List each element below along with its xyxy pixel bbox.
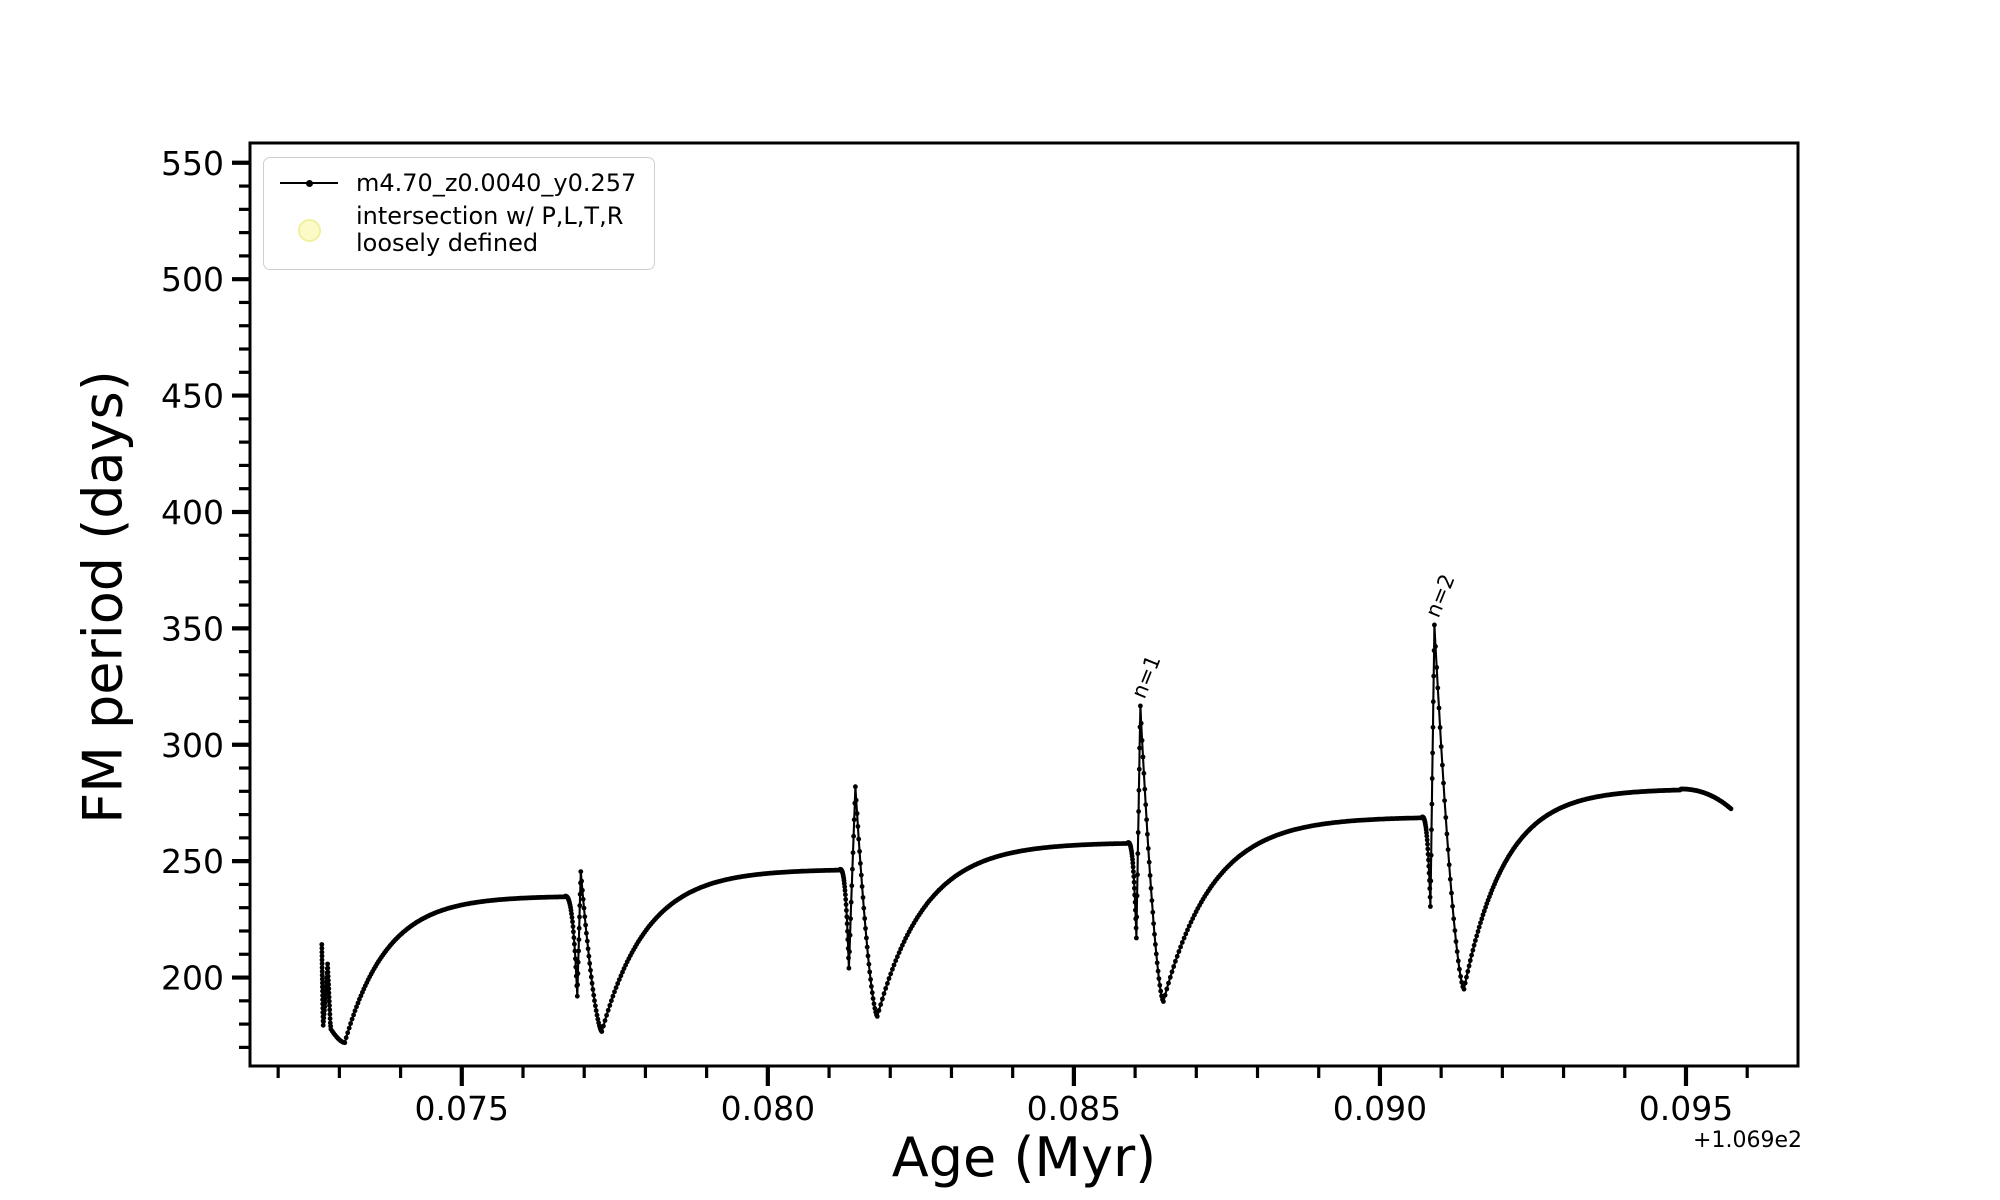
y-tick-label: 500 <box>161 260 224 299</box>
x-tick-label: 0.095 <box>1639 1089 1733 1128</box>
x-tick-label: 0.080 <box>721 1089 815 1128</box>
y-tick-label: 400 <box>161 493 224 532</box>
axis-ticks <box>232 160 1749 1086</box>
series-line <box>320 623 1732 1044</box>
x-tick-label: 0.085 <box>1027 1089 1121 1128</box>
series-markers <box>319 622 1734 1046</box>
x-tick-label: 0.090 <box>1333 1089 1427 1128</box>
legend-entry-intersection: intersection w/ P,L,T,R loosely defined <box>278 203 636 257</box>
x-axis-offset-text: +1.069e2 <box>1693 1128 1802 1153</box>
legend: m4.70_z0.0040_y0.257 intersection w/ P,L… <box>263 157 656 270</box>
y-tick-label: 300 <box>161 726 224 765</box>
y-tick-label: 350 <box>161 609 224 648</box>
y-tick-label: 200 <box>161 959 224 998</box>
legend-circle-marker-icon <box>278 215 340 245</box>
annotation-n2: n=2 <box>1421 571 1460 621</box>
legend-label-series: m4.70_z0.0040_y0.257 <box>356 168 637 197</box>
x-tick-label: 0.075 <box>415 1089 509 1128</box>
legend-label-intersection-line1: intersection w/ P,L,T,R <box>356 202 624 230</box>
legend-label-intersection-line2: loosely defined <box>356 229 539 257</box>
tick-labels: 0.075 0.080 0.085 0.090 0.095 200 250 300 350 400… <box>161 144 1733 1128</box>
y-tick-label: 250 <box>161 842 224 881</box>
plot-spines <box>248 141 1800 1068</box>
legend-line-marker-icon <box>278 168 340 198</box>
annotation-n1: n=1 <box>1127 652 1166 702</box>
x-axis-label: Age (Myr) <box>891 1126 1157 1189</box>
y-tick-label: 450 <box>161 377 224 416</box>
y-tick-label: 550 <box>161 144 224 183</box>
y-axis-label: FM period (days) <box>71 370 135 824</box>
legend-entry-series: m4.70_z0.0040_y0.257 <box>278 168 636 198</box>
